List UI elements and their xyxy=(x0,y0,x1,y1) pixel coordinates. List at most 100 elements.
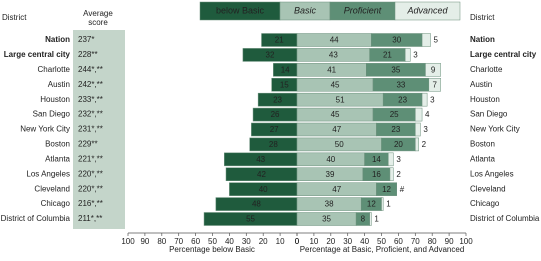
value-label: 12 xyxy=(367,200,376,209)
x-tick-label: 40 xyxy=(225,237,234,246)
category-label: Charlotte xyxy=(38,65,71,74)
value-label: # xyxy=(400,185,405,194)
x-tick-label: 100 xyxy=(459,237,473,246)
bar-segment xyxy=(415,107,423,122)
value-label: 25 xyxy=(390,110,399,119)
value-label: 43 xyxy=(256,155,265,164)
category-label: District of Columbia xyxy=(470,214,540,223)
value-label: 14 xyxy=(372,155,381,164)
value-label: 2 xyxy=(396,170,401,179)
category-label: Atlanta xyxy=(45,154,70,163)
category-label: Houston xyxy=(470,95,500,104)
x-tick-label: 60 xyxy=(191,237,200,246)
x-tick-label: 0 xyxy=(295,237,300,246)
value-label: 40 xyxy=(326,155,335,164)
x-tick-label: 100 xyxy=(121,237,135,246)
value-label: 44 xyxy=(330,36,339,45)
x-tick-label: 0 xyxy=(295,237,300,246)
bar-segment xyxy=(415,137,419,152)
value-label: 30 xyxy=(392,36,401,45)
category-label: Large central city xyxy=(4,50,71,59)
value-label: 45 xyxy=(331,110,340,119)
value-label: 28 xyxy=(269,140,278,149)
x-tick-label: 60 xyxy=(394,237,403,246)
category-label: District of Columbia xyxy=(1,214,71,223)
legend-label: Proficient xyxy=(344,5,382,15)
score-column xyxy=(73,30,125,229)
bar-segment xyxy=(404,48,411,62)
category-label: Chicago xyxy=(41,199,71,208)
value-label: 9 xyxy=(431,65,436,74)
value-label: 47 xyxy=(332,185,341,194)
district-header: District xyxy=(470,13,495,22)
value-label: 2 xyxy=(422,140,427,149)
value-label: 41 xyxy=(327,65,336,74)
bar-segment xyxy=(388,152,394,167)
x-tick-label: 30 xyxy=(242,237,251,246)
value-label: 39 xyxy=(326,170,335,179)
score-header-box: Average score xyxy=(83,9,113,27)
value-label: 42 xyxy=(257,170,266,179)
x-tick-label: 10 xyxy=(309,237,318,246)
value-label: 7 xyxy=(433,80,438,89)
x-tick-label: 20 xyxy=(259,237,268,246)
bar-segment xyxy=(425,63,441,77)
bar-segment xyxy=(389,167,394,181)
value-label: 47 xyxy=(332,125,341,134)
score-label: 242*,** xyxy=(78,80,103,89)
category-label: New York City xyxy=(470,125,520,134)
category-label: Boston xyxy=(45,140,70,149)
x-tick-label: 40 xyxy=(360,237,369,246)
value-label: 27 xyxy=(270,125,279,134)
value-label: 40 xyxy=(259,185,268,194)
category-label: Boston xyxy=(470,140,495,149)
legend-label: below Basic xyxy=(216,5,265,15)
category-label: Houston xyxy=(40,95,70,104)
value-label: 23 xyxy=(273,95,282,104)
x-tick-label: 90 xyxy=(140,237,149,246)
score-label: 231*,** xyxy=(78,125,103,134)
score-label: 232*,** xyxy=(78,110,103,119)
x-axis-title-right: Percentage at Basic, Proficient, and Adv… xyxy=(300,245,465,254)
value-label: 38 xyxy=(325,200,334,209)
value-label: 20 xyxy=(394,140,403,149)
value-label: 33 xyxy=(396,80,405,89)
category-label: Cleveland xyxy=(34,184,70,193)
score-label: 229** xyxy=(78,140,98,149)
value-label: 50 xyxy=(335,140,344,149)
x-tick-label: 50 xyxy=(377,237,386,246)
category-label: Large central city xyxy=(470,50,537,59)
value-label: 15 xyxy=(280,80,289,89)
x-tick-label: 50 xyxy=(208,237,217,246)
category-label: San Diego xyxy=(33,110,71,119)
value-label: 16 xyxy=(372,170,381,179)
category-label: Cleveland xyxy=(470,184,506,193)
legend-swatch xyxy=(394,1,461,21)
legend-label: Basic xyxy=(294,5,317,15)
value-label: 35 xyxy=(391,65,400,74)
category-label: Nation xyxy=(470,35,495,44)
district-header: District xyxy=(2,13,27,22)
score-label: 220*,** xyxy=(78,184,103,193)
value-label: 12 xyxy=(382,185,391,194)
value-label: 14 xyxy=(281,65,290,74)
score-label: 211*,** xyxy=(78,214,102,223)
value-label: 21 xyxy=(275,36,284,45)
bar-segment xyxy=(415,122,421,137)
bar-segment xyxy=(376,182,397,196)
score-label: 228** xyxy=(78,50,98,59)
value-label: 35 xyxy=(322,215,331,224)
value-label: 23 xyxy=(398,95,407,104)
category-label: Chicago xyxy=(470,199,500,208)
value-label: 23 xyxy=(391,125,400,134)
value-label: 4 xyxy=(425,110,430,119)
bar-segment xyxy=(421,33,431,47)
value-label: 55 xyxy=(246,215,255,224)
x-tick-label: 70 xyxy=(174,237,183,246)
score-label: 233*,** xyxy=(78,95,103,104)
x-tick-label: 80 xyxy=(157,237,166,246)
value-label: 51 xyxy=(336,95,345,104)
bar-segment xyxy=(381,197,384,211)
category-label: Austin xyxy=(48,80,70,89)
